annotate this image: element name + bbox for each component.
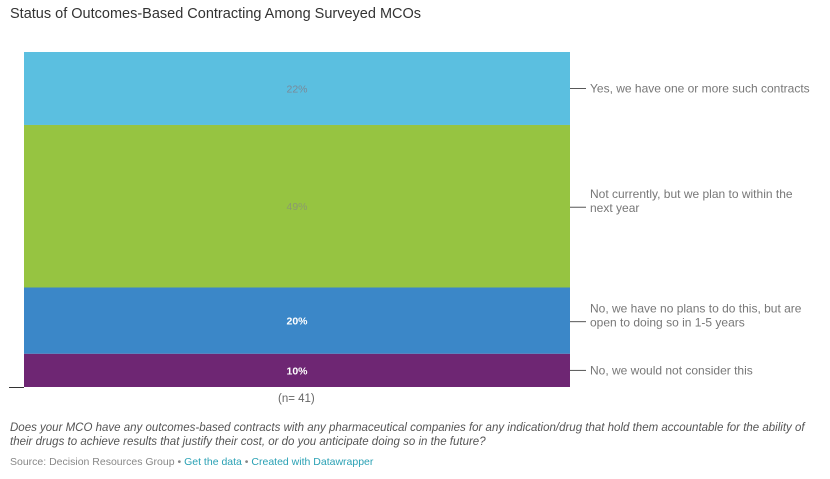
survey-question-note: Does your MCO have any outcomes-based co… [10,422,805,448]
sample-size-label: (n= 41) [278,393,315,405]
data-label-1: 49% [286,201,307,213]
separator: • [174,456,185,468]
get-the-data-link[interactable]: Get the data [184,456,242,468]
footer: Source: Decision Resources Group • Get t… [10,456,373,468]
created-with-datawrapper-link[interactable]: Created with Datawrapper [251,456,374,468]
chart-title: Status of Outcomes-Based Contracting Amo… [10,6,422,22]
data-label-0: 22% [286,83,307,95]
bar-segment-2 [24,287,570,354]
legend-label-0: Yes, we have one or more such contracts [590,81,810,95]
legend-label-3: No, we would not consider this [590,363,753,377]
legend-label-1: Not currently, but we plan to within the… [590,187,793,215]
separator: • [241,456,252,468]
bar-segment-3 [24,353,570,387]
bar-segment-1 [24,124,570,288]
data-label-3: 10% [286,365,308,377]
source-text: Source: Decision Resources Group [10,456,175,468]
bar-segment-0 [24,52,570,125]
data-label-2: 20% [286,316,308,328]
legend-label-2: No, we have no plans to do this, but are… [590,302,802,330]
